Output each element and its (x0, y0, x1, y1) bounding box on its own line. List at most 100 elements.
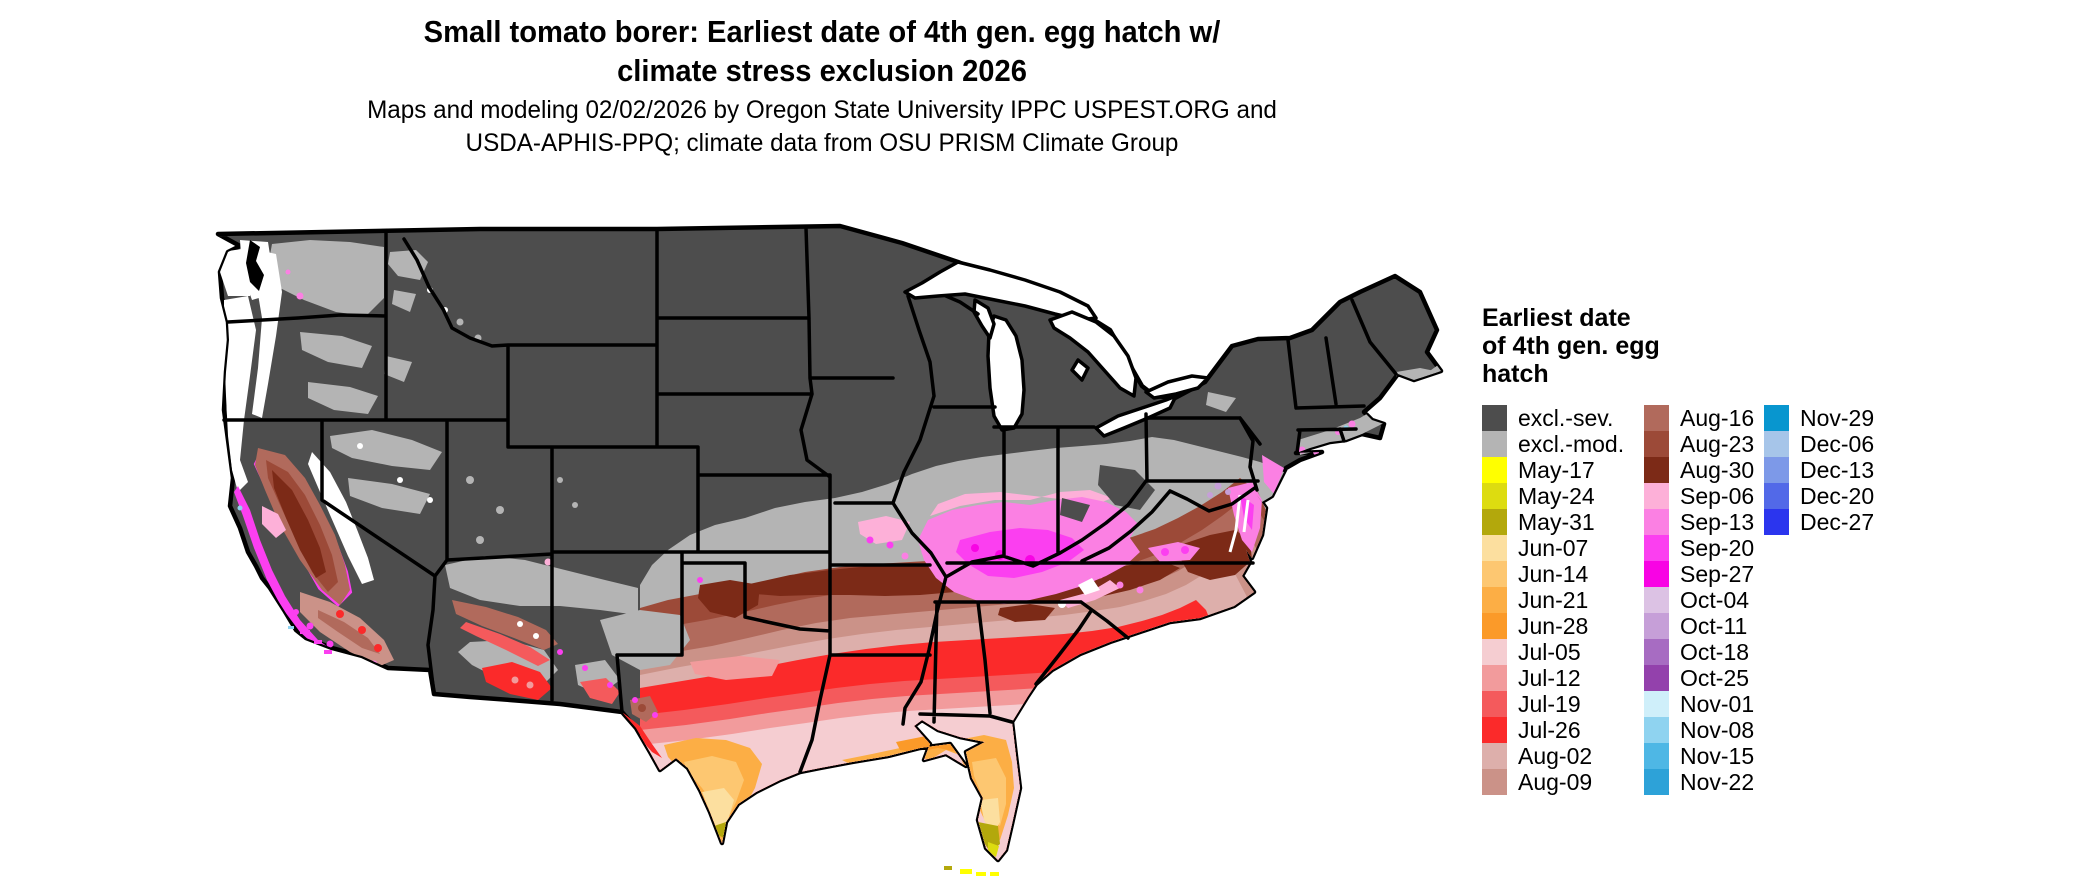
legend-label: Sep-13 (1680, 508, 1755, 535)
legend-item: Nov-01 (1644, 691, 1754, 717)
zone-great-basin (308, 430, 578, 584)
legend-label: Nov-15 (1680, 742, 1755, 769)
legend-item: Sep-06 (1644, 483, 1754, 509)
legend-label: Nov-22 (1680, 768, 1755, 795)
state-borders (222, 226, 1398, 774)
great-lakes (903, 260, 1210, 438)
legend-item: Dec-20 (1764, 483, 1874, 509)
legend-swatch (1644, 691, 1669, 717)
legend-label: Aug-02 (1518, 742, 1593, 769)
legend-swatch (1644, 665, 1669, 691)
legend-label: Aug-23 (1680, 430, 1755, 457)
lake-ontario (1144, 374, 1210, 400)
lake-superior (903, 260, 1098, 322)
legend-column-3: Nov-29 Dec-06 Dec-13 Dec-20 Dec-27 (1764, 405, 1874, 535)
legend-item: Aug-09 (1482, 769, 1624, 795)
legend-label: Nov-01 (1680, 690, 1755, 717)
legend-swatch (1764, 483, 1789, 509)
legend-item: May-24 (1482, 483, 1624, 509)
legend-swatch (1644, 587, 1669, 613)
legend-swatch (1644, 509, 1669, 535)
legend-item: Jul-26 (1482, 717, 1624, 743)
legend-swatch (1644, 457, 1669, 483)
subtitle-line-2: USDA-APHIS-PPQ; climate data from OSU PR… (465, 129, 1179, 157)
legend-item: Sep-27 (1644, 561, 1754, 587)
legend-label: Jul-26 (1518, 716, 1581, 743)
legend-swatch (1482, 509, 1507, 535)
legend-item: Sep-20 (1644, 535, 1754, 561)
legend-item: Aug-02 (1482, 743, 1624, 769)
legend-swatch (1482, 587, 1507, 613)
legend-label: May-17 (1518, 456, 1595, 483)
legend: Earliest date of 4th gen. egg hatch excl… (1482, 304, 1922, 795)
legend-label: Aug-30 (1680, 456, 1755, 483)
legend-label: Oct-18 (1680, 638, 1750, 665)
legend-label: excl.-mod. (1518, 430, 1625, 457)
legend-item: Jun-28 (1482, 613, 1624, 639)
legend-swatch (1644, 483, 1669, 509)
legend-label: Jul-12 (1518, 664, 1581, 691)
legend-title-line-1: Earliest date (1482, 304, 1631, 332)
legend-item: Oct-18 (1644, 639, 1754, 665)
zone-california (234, 448, 394, 668)
legend-item: Dec-06 (1764, 431, 1874, 457)
legend-swatch (1644, 431, 1669, 457)
legend-swatch (1644, 743, 1669, 769)
legend-label: May-31 (1518, 508, 1595, 535)
legend-swatch (1764, 431, 1789, 457)
subtitle-line-1: Maps and modeling 02/02/2026 by Oregon S… (367, 96, 1277, 124)
legend-item: Jun-14 (1482, 561, 1624, 587)
legend-item: Nov-15 (1644, 743, 1754, 769)
legend-swatch (1644, 405, 1669, 431)
legend-swatch (1482, 743, 1507, 769)
legend-label: Oct-04 (1680, 586, 1750, 613)
legend-swatch (1482, 639, 1507, 665)
legend-title-line-2: of 4th gen. egg (1482, 332, 1660, 360)
legend-label: Jul-19 (1518, 690, 1581, 717)
legend-label: May-24 (1518, 482, 1595, 509)
legend-item: May-17 (1482, 457, 1624, 483)
legend-item: Oct-11 (1644, 613, 1754, 639)
legend-item: Dec-27 (1764, 509, 1874, 535)
legend-label: Oct-25 (1680, 664, 1750, 691)
zone-southwest (445, 556, 703, 758)
legend-item: Dec-13 (1764, 457, 1874, 483)
legend-label: Jul-05 (1518, 638, 1581, 665)
legend-label: Sep-06 (1680, 482, 1755, 509)
legend-title-line-3: hatch (1482, 360, 1549, 388)
legend-item: excl.-mod. (1482, 431, 1624, 457)
legend-item: Aug-23 (1644, 431, 1754, 457)
legend-label: Aug-09 (1518, 768, 1593, 795)
legend-label: Sep-27 (1680, 560, 1755, 587)
legend-swatch (1764, 509, 1789, 535)
title-line-2: climate stress exclusion 2026 (617, 53, 1027, 88)
legend-label: Jun-14 (1518, 560, 1589, 587)
legend-swatch (1482, 561, 1507, 587)
page-subtitle: Maps and modeling 02/02/2026 by Oregon S… (367, 94, 1277, 160)
legend-column-1: excl.-sev. excl.-mod. May-17 May-24 May-31 Ju… (1482, 405, 1624, 795)
legend-swatch (1482, 769, 1507, 795)
legend-label: Dec-27 (1800, 508, 1875, 535)
legend-swatch (1644, 769, 1669, 795)
legend-item: Sep-13 (1644, 509, 1754, 535)
legend-column-2: Aug-16 Aug-23 Aug-30 Sep-06 Sep-13 Sep-20 Sep-… (1644, 405, 1754, 795)
legend-label: Jun-28 (1518, 612, 1589, 639)
saginaw-bay (1070, 358, 1090, 382)
legend-swatch (1482, 405, 1507, 431)
legend-label: Dec-06 (1800, 430, 1875, 457)
legend-item: Jul-05 (1482, 639, 1624, 665)
legend-label: Oct-11 (1680, 612, 1748, 639)
legend-swatch (1644, 717, 1669, 743)
title-line-1: Small tomato borer: Earliest date of 4th… (423, 14, 1221, 49)
legend-item: Oct-25 (1644, 665, 1754, 691)
channel-islands (288, 626, 332, 654)
legend-item: Nov-22 (1644, 769, 1754, 795)
legend-swatch (1764, 457, 1789, 483)
legend-item: Jul-12 (1482, 665, 1624, 691)
legend-label: Jun-21 (1518, 586, 1589, 613)
legend-label: Nov-29 (1800, 404, 1875, 431)
legend-item: May-31 (1482, 509, 1624, 535)
legend-label: Jun-07 (1518, 534, 1589, 561)
legend-item: Jul-19 (1482, 691, 1624, 717)
legend-label: Aug-16 (1680, 404, 1755, 431)
